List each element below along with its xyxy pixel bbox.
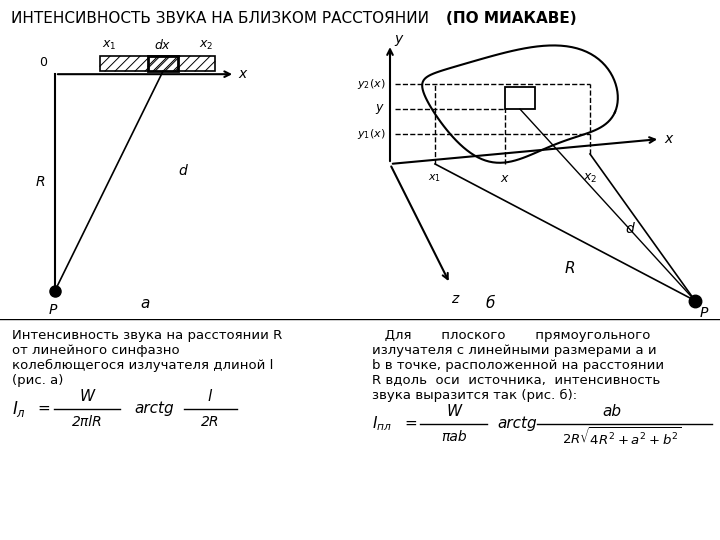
Text: $y$: $y$ — [375, 102, 385, 116]
Text: =: = — [404, 416, 417, 431]
Text: $x_1$: $x_1$ — [428, 172, 441, 184]
Text: Для       плоского       прямоугольного: Для плоского прямоугольного — [372, 329, 650, 342]
Text: 0: 0 — [39, 56, 47, 69]
Bar — [505, 87, 535, 109]
Text: P: P — [49, 302, 57, 316]
Bar — [100, 56, 215, 71]
Text: колеблющегося излучателя длиной l: колеблющегося излучателя длиной l — [12, 359, 274, 372]
Text: =: = — [37, 401, 50, 416]
Text: 2πlR: 2πlR — [71, 415, 102, 429]
Text: l: l — [208, 389, 212, 404]
Bar — [148, 56, 178, 71]
Text: $x_2$: $x_2$ — [199, 39, 213, 52]
Text: $I_л$: $I_л$ — [12, 399, 26, 418]
Text: y: y — [394, 32, 402, 46]
Text: d: d — [626, 222, 634, 236]
Text: R: R — [564, 261, 575, 276]
Text: arctg: arctg — [497, 416, 536, 431]
Text: $y_1(x)$: $y_1(x)$ — [356, 127, 385, 141]
Text: $y_2(x)$: $y_2(x)$ — [356, 77, 385, 91]
Text: (ПО МИАКАВЕ): (ПО МИАКАВЕ) — [446, 11, 577, 26]
Text: $x_2$: $x_2$ — [582, 172, 597, 185]
Text: $x$: $x$ — [500, 172, 510, 185]
Text: б: б — [485, 295, 495, 310]
Text: излучателя с линейными размерами a и: излучателя с линейными размерами a и — [372, 343, 657, 356]
Text: ИНТЕНСИВНОСТЬ ЗВУКА НА БЛИЗКОМ РАССТОЯНИИ: ИНТЕНСИВНОСТЬ ЗВУКА НА БЛИЗКОМ РАССТОЯНИ… — [11, 11, 433, 26]
Text: 2R: 2R — [201, 415, 220, 429]
Text: x: x — [664, 132, 672, 146]
Text: R вдоль  оси  источника,  интенсивность: R вдоль оси источника, интенсивность — [372, 374, 660, 387]
Text: W: W — [79, 389, 94, 404]
Text: $x_1$: $x_1$ — [102, 39, 117, 52]
Text: b в точке, расположенной на расстоянии: b в точке, расположенной на расстоянии — [372, 359, 664, 372]
Text: R: R — [35, 176, 45, 190]
Text: πab: πab — [441, 430, 467, 443]
Text: arctg: arctg — [134, 401, 174, 416]
Text: а: а — [140, 295, 150, 310]
Text: ab: ab — [603, 404, 621, 419]
Text: P: P — [700, 306, 708, 320]
Text: (рис. a): (рис. a) — [12, 374, 63, 387]
Text: $dx$: $dx$ — [154, 38, 171, 52]
Text: W: W — [446, 404, 462, 419]
Text: d: d — [179, 164, 187, 178]
Text: звука выразится так (рис. б):: звука выразится так (рис. б): — [372, 389, 577, 402]
Text: $I_{пл}$: $I_{пл}$ — [372, 414, 392, 433]
Text: z: z — [451, 292, 459, 306]
Text: x: x — [238, 67, 246, 81]
Text: Интенсивность звука на расстоянии R: Интенсивность звука на расстоянии R — [12, 329, 282, 342]
Text: $2R\sqrt{4R^2 + a^2 + b^2}$: $2R\sqrt{4R^2 + a^2 + b^2}$ — [562, 427, 682, 448]
Text: от линейного синфазно: от линейного синфазно — [12, 343, 179, 356]
